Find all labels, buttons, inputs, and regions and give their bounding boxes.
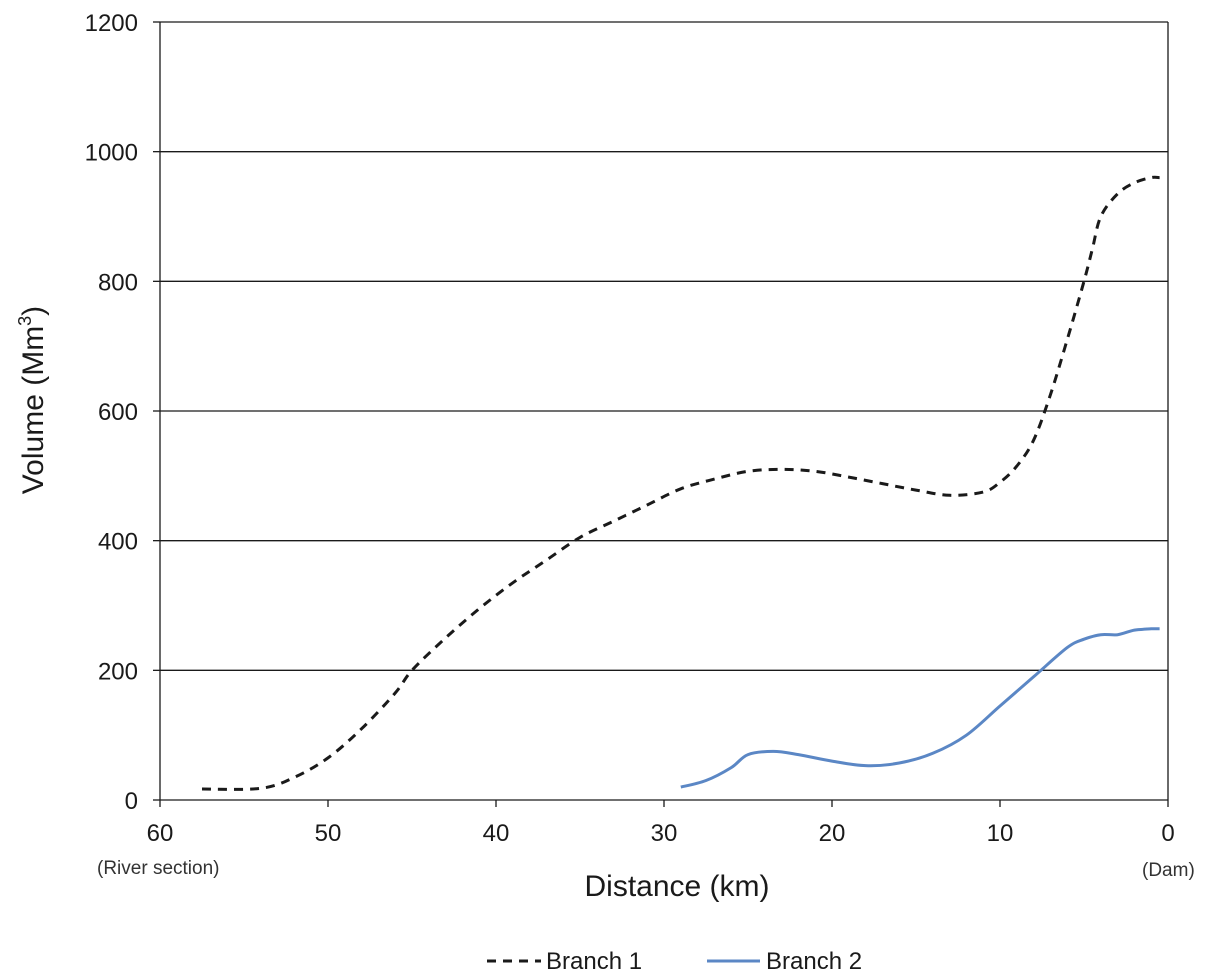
x-tick-label-50: 50 xyxy=(315,820,342,847)
y-axis-title-suffix: ) xyxy=(17,306,50,316)
x-tick-label-20: 20 xyxy=(819,820,846,847)
y-axis-ticks: 0 200 400 600 800 1000 1200 xyxy=(85,10,160,815)
y-tick-label-200: 200 xyxy=(98,658,138,685)
y-axis-title: Volume (Mm3) xyxy=(15,306,50,494)
series-line-branch-1 xyxy=(201,175,1160,791)
y-tick-label-400: 400 xyxy=(98,529,138,556)
y-tick-label-1000: 1000 xyxy=(85,140,138,167)
y-axis-title-superscript: 3 xyxy=(15,316,35,326)
x-axis-title: Distance (km) xyxy=(584,870,769,903)
legend: Branch 1 Branch 2 xyxy=(487,948,862,970)
x-tick-label-60: 60 xyxy=(147,820,174,847)
y-tick-label-1200: 1200 xyxy=(85,10,138,37)
x-tick-label-10: 10 xyxy=(987,820,1014,847)
x-tick-label-40: 40 xyxy=(483,820,510,847)
annotation-dam: (Dam) xyxy=(1142,860,1195,881)
gridlines xyxy=(160,21,1168,671)
series-line-branch-2 xyxy=(680,627,1160,789)
x-tick-label-30: 30 xyxy=(651,820,678,847)
x-tick-label-0: 0 xyxy=(1161,820,1174,847)
y-tick-label-800: 800 xyxy=(98,269,138,296)
y-axis-title-main: Volume (Mm xyxy=(17,326,50,494)
x-axis-ticks: 60 50 40 30 20 10 0 xyxy=(147,800,1175,847)
y-tick-label-0: 0 xyxy=(125,788,138,815)
y-tick-label-600: 600 xyxy=(98,399,138,426)
legend-label-branch-2: Branch 2 xyxy=(766,948,862,970)
legend-label-branch-1: Branch 1 xyxy=(546,948,642,970)
annotation-river-section: (River section) xyxy=(97,858,219,879)
series-layer xyxy=(201,175,1160,791)
